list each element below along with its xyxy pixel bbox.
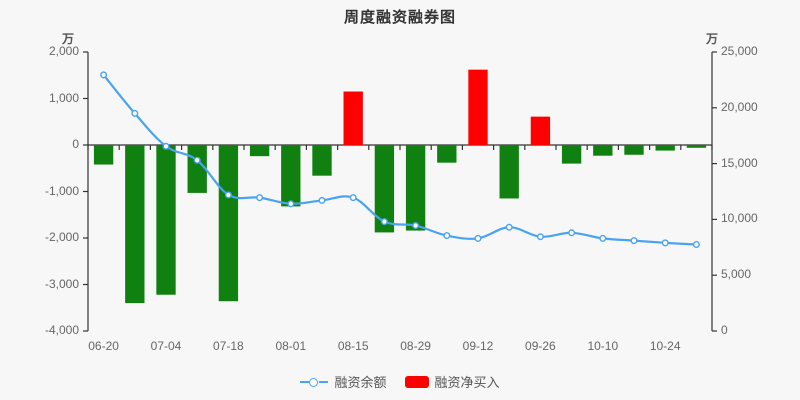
x-axis-tick-label: 08-29 (400, 339, 431, 353)
bar (655, 145, 675, 151)
bar (499, 145, 519, 199)
legend-item-net-margin-buy[interactable]: 融资净买入 (404, 372, 500, 391)
x-axis-tick-label: 10-24 (649, 339, 681, 353)
data-point-marker (443, 232, 451, 240)
line-circle-icon (300, 376, 329, 388)
left-axis-tick-label: -2,000 (44, 230, 79, 244)
bar (156, 145, 176, 295)
legend-item-margin-balance[interactable]: 融资余额 (300, 372, 387, 391)
bar (374, 145, 395, 233)
right-axis-tick-label: 15,000 (721, 155, 758, 170)
data-point-marker (193, 156, 201, 164)
x-axis-tick-label: 09-26 (525, 339, 556, 353)
bar (593, 145, 613, 156)
left-axis-tick-label: -3,000 (44, 276, 79, 291)
data-point-marker (661, 239, 669, 247)
x-axis-tick-label: 06-20 (88, 339, 119, 353)
data-point-marker (505, 223, 513, 231)
bar (561, 145, 582, 164)
data-point-marker (318, 196, 326, 204)
data-point-marker (692, 241, 700, 249)
x-axis-tick-label: 07-18 (213, 339, 244, 353)
right-axis-tick-label: 0 (721, 323, 728, 337)
chart-legend: 融资余额 融资净买入 (0, 372, 800, 391)
right-axis-tick-label: 5,000 (721, 267, 752, 282)
x-axis-tick-label: 08-15 (337, 339, 369, 353)
bar (125, 145, 145, 304)
data-point-marker (256, 194, 264, 202)
data-point-marker (349, 194, 357, 202)
data-point-marker (630, 237, 638, 245)
bar (468, 69, 488, 145)
left-axis-tick-label: -1,000 (44, 183, 79, 198)
data-point-marker (131, 109, 139, 117)
data-point-marker (536, 233, 544, 241)
bar (187, 145, 207, 193)
bar (281, 145, 301, 207)
legend-label-net-margin-buy: 融资净买入 (434, 375, 500, 390)
right-axis-tick-label: 10,000 (721, 211, 758, 226)
bar (249, 145, 270, 157)
bar (93, 145, 114, 165)
data-point-marker (100, 71, 108, 79)
left-axis-tick-label: -4,000 (44, 323, 79, 337)
data-point-marker (599, 234, 607, 242)
left-axis-tick-label: 1,000 (48, 90, 79, 105)
right-axis-unit-label: 万 (706, 32, 719, 46)
bar (624, 145, 644, 155)
data-point-marker (224, 191, 232, 199)
bar (405, 145, 426, 231)
bar (530, 116, 551, 145)
x-axis-tick-label: 10-10 (587, 339, 619, 353)
data-point-marker (568, 229, 576, 237)
x-axis-tick-label: 09-12 (462, 339, 494, 353)
left-axis-tick-label: 2,000 (48, 44, 79, 58)
bar (437, 145, 457, 163)
chart-title: 周度融资融券图 (343, 9, 456, 26)
data-point-marker (162, 142, 170, 150)
x-axis-tick-label: 07-04 (150, 339, 182, 353)
right-axis-tick-label: 20,000 (721, 99, 758, 114)
bar (218, 145, 239, 302)
data-point-marker (412, 222, 420, 230)
data-point-marker (380, 218, 388, 226)
right-axis-tick-label: 25,000 (721, 44, 758, 58)
left-axis-unit-label: 万 (62, 32, 75, 46)
bar-swatch-icon (404, 375, 429, 388)
x-axis-tick-label: 08-01 (275, 339, 307, 353)
left-axis-tick-label: 0 (72, 137, 79, 151)
bar (343, 91, 363, 145)
data-point-marker (474, 234, 482, 242)
bar (312, 145, 332, 176)
data-point-marker (287, 200, 295, 208)
bar (686, 145, 707, 148)
legend-label-margin-balance: 融资余额 (334, 375, 387, 390)
